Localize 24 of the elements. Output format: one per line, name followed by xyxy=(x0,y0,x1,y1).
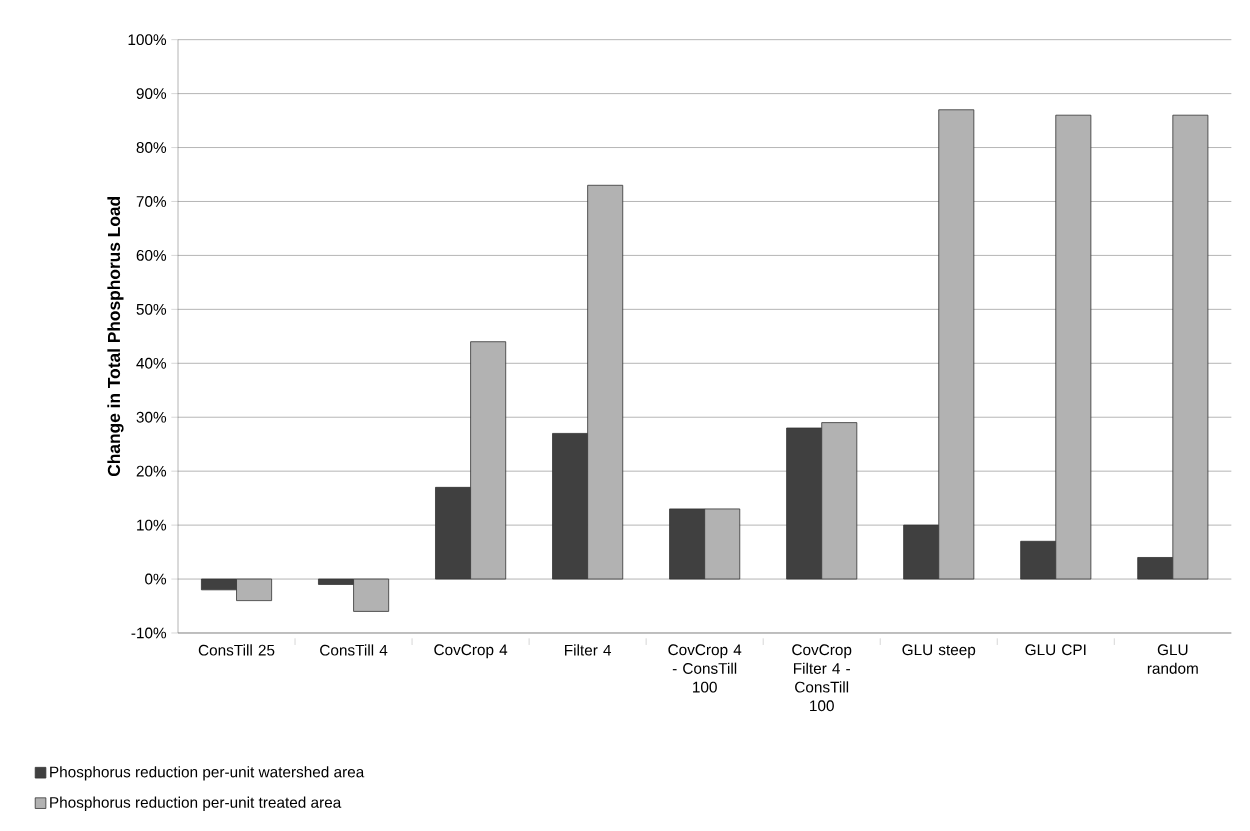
x-tick-label: GLU steep xyxy=(902,644,976,659)
y-tick-label: 90% xyxy=(136,88,167,100)
y-tick-label: -10% xyxy=(131,627,167,639)
x-tick-label: Filter 4 xyxy=(565,644,612,656)
x-tick-label: CovCrop Filter 4 - ConsTill 100 xyxy=(792,644,852,712)
x-tick-label: GLU random xyxy=(1147,644,1198,674)
x-tick-label: CovCrop 4 - ConsTill 100 xyxy=(668,644,742,693)
legend-label: Phosphorus reduction per-unit treated area xyxy=(50,796,342,811)
y-tick-label: 60% xyxy=(136,249,167,261)
y-tick-label: 0% xyxy=(145,573,167,585)
y-tick-label: 70% xyxy=(136,196,167,207)
x-tick-label: ConsTill 4 xyxy=(320,644,388,656)
y-tick-label: 10% xyxy=(137,519,167,531)
x-tick-label: GLU CPI xyxy=(1025,644,1086,656)
y-tick-label: 20% xyxy=(136,465,167,477)
y-tick-label: 30% xyxy=(136,411,167,423)
y-tick-label: 80% xyxy=(136,142,167,153)
y-tick-label: 40% xyxy=(136,357,167,369)
legend-label: Phosphorus reduction per-unit watershed area xyxy=(50,766,365,781)
y-tick-label: 50% xyxy=(136,303,167,315)
y-axis-title: Change in Total Phosphorus Load xyxy=(107,197,124,477)
y-tick-label: 100% xyxy=(128,34,167,46)
x-tick-label: CovCrop 4 xyxy=(434,644,508,659)
x-tick-label: ConsTill 25 xyxy=(198,644,275,656)
